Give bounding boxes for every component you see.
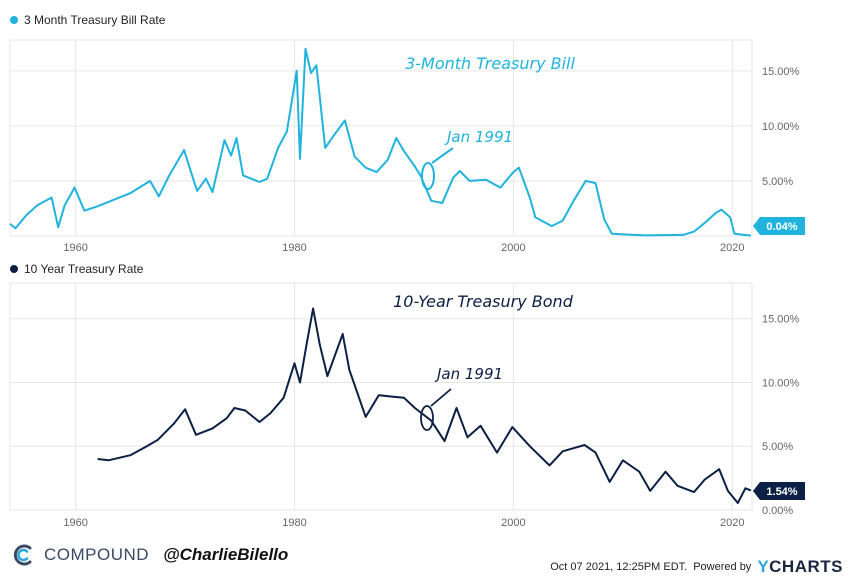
bill-jan1991-circle [421, 162, 435, 190]
bill-jan1991-label: Jan 1991 [444, 128, 513, 146]
bond-last-value: 1.54% [766, 486, 797, 498]
bond-gridlines [10, 283, 752, 510]
timestamp: Oct 07 2021, 12:25PM EDT. [550, 561, 688, 573]
bill-x-tick-labels: 1960 1980 2000 2020 [63, 242, 744, 254]
ycharts-logo-y: Y [757, 557, 770, 576]
footer-credit: Oct 07 2021, 12:25PM EDT. Powered by YCH… [550, 557, 843, 577]
bill-series-line [9, 47, 752, 237]
bill-chart: 5.00% 10.00% 15.00% 1960 1980 2000 2020 … [9, 39, 805, 254]
bond-x-tick-label: 1960 [63, 517, 87, 529]
bill-x-tick-label: 2020 [720, 242, 744, 254]
compound-c-logo-icon [13, 544, 32, 566]
bond-x-tick-label: 1980 [282, 517, 306, 529]
bill-y-tick-label: 10.00% [762, 121, 800, 133]
bond-series-line [97, 307, 752, 504]
bond-legend[interactable]: 10 Year Treasury Rate [10, 262, 143, 276]
bond-x-tick-labels: 1960 1980 2000 2020 [63, 517, 744, 529]
bond-legend-label: 10 Year Treasury Rate [24, 262, 144, 276]
bill-plot-area [9, 39, 753, 237]
bond-jan1991-circle [420, 405, 434, 431]
compound-brand: COMPOUND [44, 545, 150, 564]
bond-chart: 0.00% 5.00% 10.00% 15.00% 1960 1980 2000… [9, 282, 805, 529]
bond-last-value-badge: 1.54% [753, 482, 805, 500]
bill-chart-annotation-title: 3-Month Treasury Bill [405, 54, 575, 73]
bill-last-value: 0.04% [766, 221, 797, 233]
footer-branding: COMPOUND @CharlieBilello [10, 540, 288, 570]
bond-y-tick-labels: 0.00% 5.00% 10.00% 15.00% [762, 314, 800, 517]
bond-jan1991-pointer [430, 388, 452, 407]
bond-chart-annotation-title: 10-Year Treasury Bond [393, 292, 574, 311]
ycharts-logo[interactable]: YCHARTS [757, 557, 843, 577]
bill-x-tick-label: 1980 [282, 242, 306, 254]
bond-y-tick-label: 5.00% [762, 441, 793, 453]
bond-legend-dot-icon [10, 265, 18, 273]
twitter-handle: @CharlieBilello [163, 545, 289, 564]
bond-y-tick-label: 15.00% [762, 314, 800, 326]
bill-legend[interactable]: 3 Month Treasury Bill Rate [10, 13, 165, 27]
bill-jan1991-pointer [431, 147, 454, 164]
powered-by-label: Powered by [693, 561, 752, 573]
bond-y-tick-label: 0.00% [762, 505, 793, 517]
bill-legend-label: 3 Month Treasury Bill Rate [24, 13, 166, 27]
bond-jan1991-label: Jan 1991 [434, 365, 503, 383]
bill-x-tick-label: 1960 [63, 242, 87, 254]
bill-y-tick-labels: 5.00% 10.00% 15.00% [762, 66, 800, 188]
bill-gridlines [10, 40, 752, 236]
bill-y-tick-label: 15.00% [762, 66, 800, 78]
bond-x-tick-label: 2020 [720, 517, 744, 529]
bond-plot-area [9, 282, 753, 511]
bill-y-tick-label: 5.00% [762, 176, 793, 188]
bill-legend-dot-icon [10, 16, 18, 24]
bond-y-tick-label: 10.00% [762, 377, 800, 389]
bill-last-value-badge: 0.04% [753, 217, 805, 235]
ycharts-logo-text: CHARTS [769, 557, 843, 576]
bill-x-tick-label: 2000 [501, 242, 525, 254]
bond-x-tick-label: 2000 [501, 517, 525, 529]
